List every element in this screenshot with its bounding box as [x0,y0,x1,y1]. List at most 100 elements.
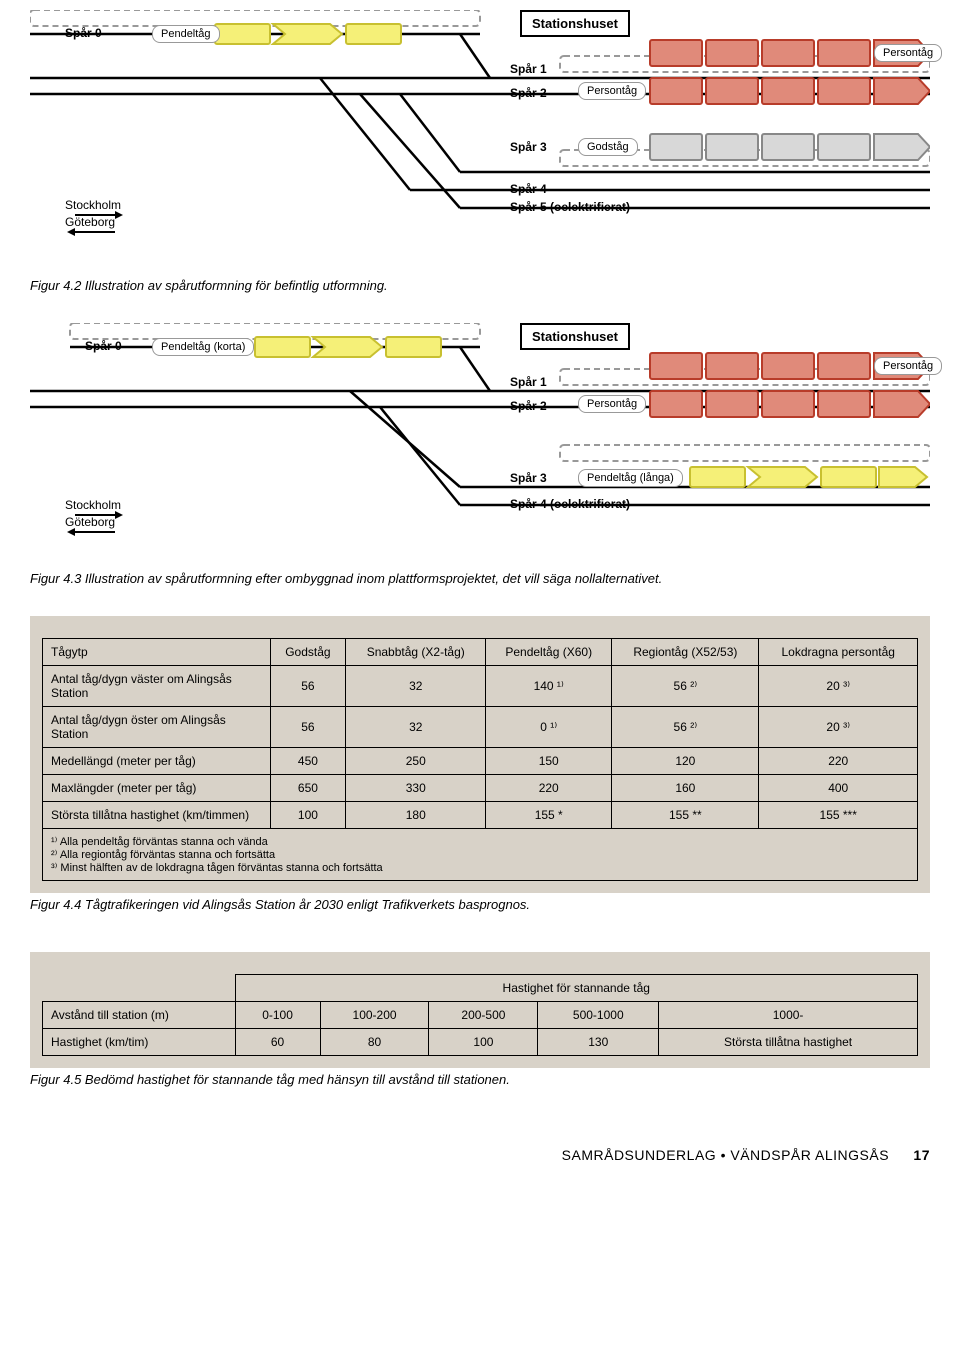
note-line: ³⁾ Minst hälften av de lokdragna tågen f… [51,861,909,874]
diagram-figure-4-2: Stationshuset Spår 0 Pendeltåg Spår 1 Sp… [30,10,930,270]
cell: 56 [270,666,346,707]
note-line: ²⁾ Alla regiontåg förväntas stanna och f… [51,848,909,861]
label-pendeltag-1: Pendeltåg [152,25,220,43]
table-row: Största tillåtna hastighet (km/timmen)10… [43,802,918,829]
label-persontag1-1: Persontåg [874,44,942,62]
cell: 160 [612,775,759,802]
table-4-4-wrap: Tågytp Godståg Snabbtåg (X2-tåg) Pendelt… [30,616,930,893]
t2r2-label: Hastighet (km/tim) [43,1029,236,1056]
label-godstag-1: Godståg [578,138,638,156]
th-regiontag: Regiontåg (X52/53) [612,639,759,666]
caption-4-4: Figur 4.4 Tågtrafikeringen vid Alingsås … [30,897,930,912]
label-persontag2-1: Persontåg [578,82,646,100]
caption-4-2: Figur 4.2 Illustration av spårutformning… [30,278,930,293]
cell: 450 [270,748,346,775]
table-row: Medellängd (meter per tåg)45025015012022… [43,748,918,775]
table2-row2: Hastighet (km/tim) 60 80 100 130 Största… [43,1029,918,1056]
row-label: Största tillåtna hastighet (km/timmen) [43,802,271,829]
cell: 150 [486,748,612,775]
diagram2-svg [30,323,930,563]
cell: 0 ¹⁾ [486,707,612,748]
t2r1c4: 1000- [659,1002,918,1029]
caption-4-5: Figur 4.5 Bedömd hastighet för stannande… [30,1072,930,1087]
cell: 32 [346,666,486,707]
footer-text: SAMRÅDSUNDERLAG • VÄNDSPÅR ALINGSÅS [562,1147,889,1163]
diagram1-svg [30,10,930,270]
table-row: Maxlängder (meter per tåg)65033022016040… [43,775,918,802]
cell: 400 [759,775,918,802]
table2-super-row: Hastighet för stannande tåg [43,975,918,1002]
th-pendeltag: Pendeltåg (X60) [486,639,612,666]
t2r2c1: 80 [320,1029,429,1056]
label-goteborg-1: Göteborg [65,215,115,229]
caption-4-3: Figur 4.3 Illustration av spårutformning… [30,571,930,586]
t2r2c3: 130 [538,1029,659,1056]
label-spar3-2: Spår 3 [510,471,547,485]
table2-blank [43,975,236,1002]
cell: 56 ²⁾ [612,707,759,748]
diagram-figure-4-3: Stationshuset Spår 0 Pendeltåg (korta) S… [30,323,930,563]
label-stockholm-1: Stockholm [65,198,121,212]
page-number: 17 [913,1147,930,1163]
t2r2c4: Största tillåtna hastighet [659,1029,918,1056]
cell: 220 [486,775,612,802]
cell: 56 [270,707,346,748]
label-spar1-1: Spår 1 [510,62,547,76]
label-spar2-1: Spår 2 [510,86,547,100]
t2r1c2: 200-500 [429,1002,538,1029]
cell: 56 ²⁾ [612,666,759,707]
station-box-2: Stationshuset [520,323,630,350]
cell: 120 [612,748,759,775]
t2r1-label: Avstånd till station (m) [43,1002,236,1029]
station-box-1: Stationshuset [520,10,630,37]
label-spar2-2: Spår 2 [510,399,547,413]
label-spar0-2: Spår 0 [85,339,122,353]
page-footer: SAMRÅDSUNDERLAG • VÄNDSPÅR ALINGSÅS 17 [30,1147,930,1163]
t2r1c0: 0-100 [235,1002,320,1029]
table1-notes: ¹⁾ Alla pendeltåg förväntas stanna och v… [42,829,918,881]
t2r2c2: 100 [429,1029,538,1056]
cell: 180 [346,802,486,829]
cell: 330 [346,775,486,802]
th-tagtyp: Tågytp [43,639,271,666]
t2r1c1: 100-200 [320,1002,429,1029]
t2r1c3: 500-1000 [538,1002,659,1029]
cell: 20 ³⁾ [759,707,918,748]
cell: 100 [270,802,346,829]
label-spar4-1: Spår 4 [510,182,547,196]
row-label: Antal tåg/dygn öster om Alingsås Station [43,707,271,748]
row-label: Antal tåg/dygn väster om Alingsås Statio… [43,666,271,707]
label-spar3-1: Spår 3 [510,140,547,154]
table-4-5-wrap: Hastighet för stannande tåg Avstånd till… [30,952,930,1068]
table-row: Antal tåg/dygn väster om Alingsås Statio… [43,666,918,707]
cell: 650 [270,775,346,802]
th-godstag: Godståg [270,639,346,666]
table2-row1: Avstånd till station (m) 0-100 100-200 2… [43,1002,918,1029]
note-line: ¹⁾ Alla pendeltåg förväntas stanna och v… [51,835,909,848]
row-label: Medellängd (meter per tåg) [43,748,271,775]
cell: 140 ¹⁾ [486,666,612,707]
table-4-5: Hastighet för stannande tåg Avstånd till… [42,974,918,1056]
label-stockholm-2: Stockholm [65,498,121,512]
row-label: Maxlängder (meter per tåg) [43,775,271,802]
table-row: Antal tåg/dygn öster om Alingsås Station… [43,707,918,748]
cell: 32 [346,707,486,748]
table2-super-header: Hastighet för stannande tåg [235,975,918,1002]
cell: 20 ³⁾ [759,666,918,707]
label-spar5-1: Spår 5 (oelektrifierat) [510,200,630,214]
label-spar0-1: Spår 0 [65,26,102,40]
t2r2c0: 60 [235,1029,320,1056]
label-goteborg-2: Göteborg [65,515,115,529]
cell: 250 [346,748,486,775]
th-snabbtag: Snabbtåg (X2-tåg) [346,639,486,666]
cell: 155 *** [759,802,918,829]
cell: 155 ** [612,802,759,829]
label-spar4-2: Spår 4 (oelektrifierat) [510,497,630,511]
table1-header-row: Tågytp Godståg Snabbtåg (X2-tåg) Pendelt… [43,639,918,666]
cell: 155 * [486,802,612,829]
label-spar1-2: Spår 1 [510,375,547,389]
th-lokdragna: Lokdragna persontåg [759,639,918,666]
label-pendeltag-korta: Pendeltåg (korta) [152,338,254,356]
table-4-4: Tågytp Godståg Snabbtåg (X2-tåg) Pendelt… [42,638,918,829]
label-pendeltag-langa: Pendeltåg (långa) [578,469,683,487]
